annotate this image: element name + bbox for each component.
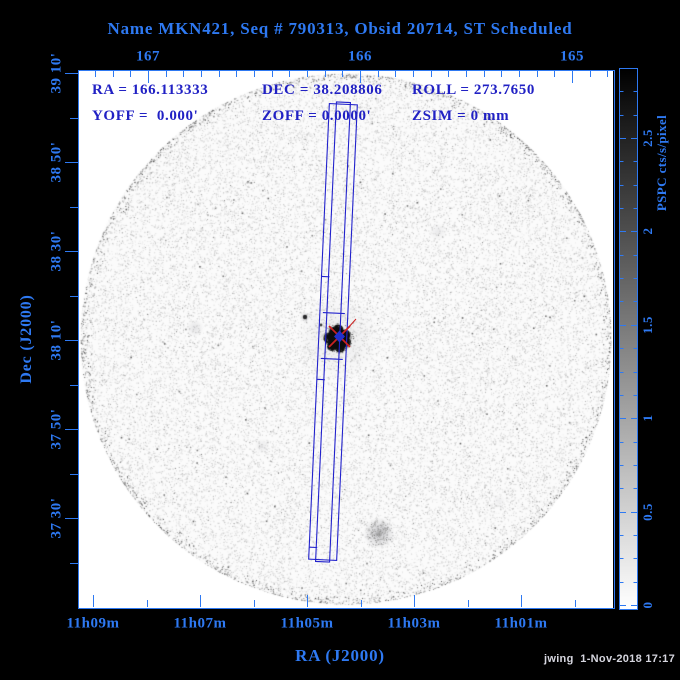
target-cross-extension	[347, 318, 357, 329]
sky-image-canvas	[79, 71, 613, 608]
colorbar-tick-label: 0.5	[640, 502, 655, 521]
colorbar-ticks	[620, 91, 637, 606]
bottom-axis-tick-label: 11h03m	[387, 615, 441, 632]
left-axis-tick-label: 38 30'	[48, 230, 65, 272]
top-axis-tick-label: 165	[560, 48, 584, 65]
colorbar-title: PSPC cts/s/pixel	[654, 114, 669, 212]
colorbar-tick-label: 1.5	[640, 315, 655, 334]
overlay-zsim: ZSIM = 0 mm	[412, 108, 510, 124]
colorbar-tick-label: 2	[640, 227, 655, 235]
overlay-zoff: ZOFF = 0.0000'	[262, 108, 372, 124]
left-axis-tick-label: 37 30'	[48, 497, 65, 539]
user-timestamp: jwing 1-Nov-2018 17:17	[543, 653, 675, 665]
colorbar	[619, 68, 638, 610]
overlay-yoff: YOFF = 0.000'	[92, 108, 199, 124]
top-axis-tick-label: 167	[136, 48, 160, 65]
left-axis-tick-label: 37 50'	[48, 408, 65, 450]
overlay-roll: ROLL = 273.7650	[412, 82, 535, 98]
fov-segment-divider	[320, 357, 343, 361]
bottom-axis-tick-label: 11h07m	[173, 615, 227, 632]
instrument-fov-footprint	[308, 101, 358, 563]
top-axis-tick-label: 166	[348, 48, 372, 65]
colorbar-tick-label: 0	[640, 601, 655, 609]
overlay-ra: RA = 166.113333	[92, 82, 209, 98]
image-frame	[78, 70, 615, 609]
overlay-dec: DEC = 38.208806	[262, 82, 383, 98]
left-axis-tick-label: 39 10'	[48, 52, 65, 94]
bottom-axis-tick-label: 11h05m	[280, 615, 334, 632]
axis-ticks	[65, 71, 608, 607]
colorbar-tick-label: 1	[640, 414, 655, 422]
bottom-axis-tick-label: 11h01m	[494, 615, 548, 632]
plot-title: Name MKN421, Seq # 790313, Obsid 20714, …	[107, 19, 573, 38]
fov-outer-outline	[308, 103, 358, 561]
left-axis-tick-label: 38 50'	[48, 141, 65, 183]
target-marker	[328, 318, 357, 348]
colorbar-tick-label: 2.5	[640, 129, 655, 147]
x-axis-title: RA (J2000)	[295, 646, 385, 665]
aimpoint-diamond-icon	[334, 330, 345, 343]
y-axis-title: Dec (J2000)	[18, 294, 35, 384]
fov-segment-divider	[322, 311, 345, 315]
left-axis-tick-label: 38 10'	[48, 319, 65, 361]
bottom-axis-tick-label: 11h09m	[66, 615, 120, 632]
